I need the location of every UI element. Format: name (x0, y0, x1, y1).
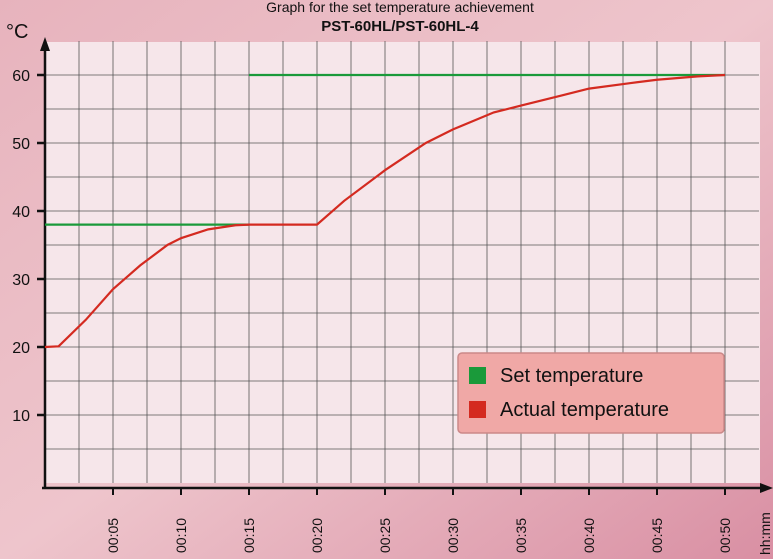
x-axis-arrow (760, 483, 773, 493)
x-tick-label: 00:20 (309, 518, 325, 553)
y-tick-label: 10 (12, 408, 30, 425)
x-tick-label: 00:35 (513, 518, 529, 553)
y-tick-label: 60 (12, 68, 30, 85)
legend-swatch (469, 401, 486, 418)
x-tick-label: 00:10 (173, 518, 189, 553)
y-tick-label: 30 (12, 272, 30, 289)
legend-label: Set temperature (500, 365, 643, 387)
y-axis-arrow (40, 37, 50, 51)
y-tick-label: 50 (12, 136, 30, 153)
chart-subtitle: PST-60HL/PST-60HL-4 (321, 18, 479, 35)
x-tick-label: 00:15 (241, 518, 257, 553)
series-line (45, 73, 725, 226)
legend-label: Actual temperature (500, 399, 669, 421)
y-tick-label: 40 (12, 204, 30, 221)
x-tick-label: 00:40 (581, 518, 597, 553)
x-axis-label: hh:mm (757, 512, 773, 555)
x-tick-label: 00:25 (377, 518, 393, 553)
x-tick-label: 00:50 (717, 518, 733, 553)
x-tick-label: 00:30 (445, 518, 461, 553)
chart-title: Graph for the set temperature achievemen… (266, 0, 534, 15)
x-tick-label: 00:05 (105, 518, 121, 553)
legend-swatch (469, 367, 486, 384)
x-tick-label: 00:45 (649, 518, 665, 553)
y-axis-label: °C (6, 21, 28, 43)
series-line (44, 73, 726, 349)
y-tick-label: 20 (12, 340, 30, 357)
legend-box (457, 352, 725, 434)
